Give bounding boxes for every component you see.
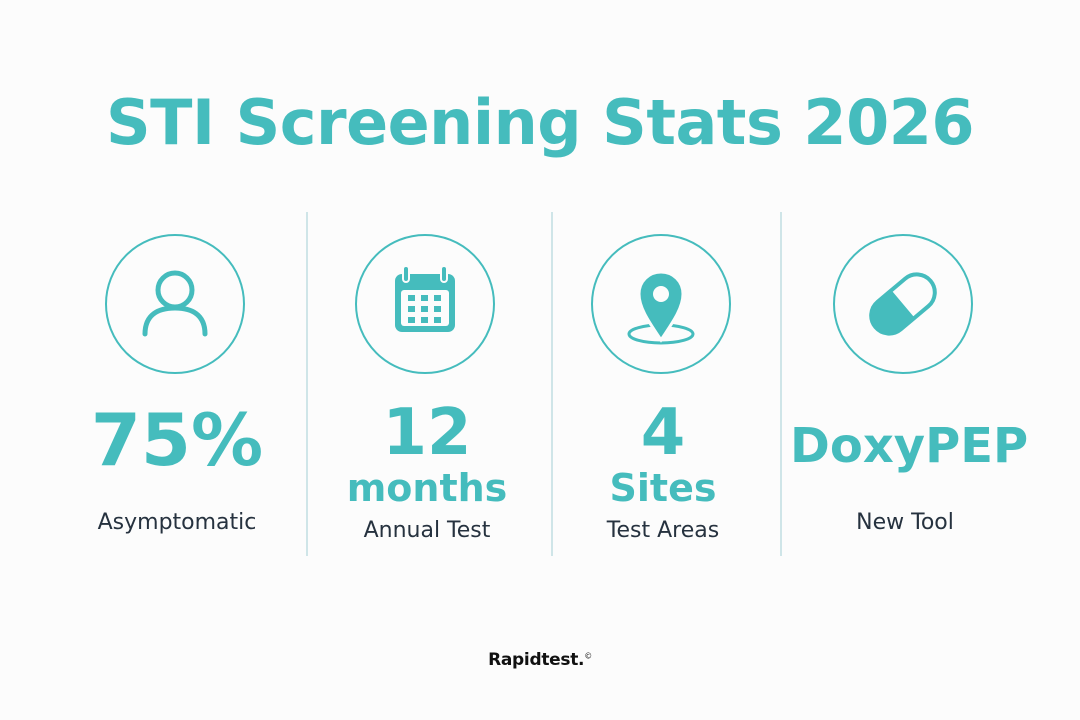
stat-value: 4 — [548, 396, 778, 470]
pill-capsule-icon-circle — [833, 234, 973, 374]
stat-label: Test Areas — [548, 518, 778, 543]
brand-name: Rapidtest. — [488, 650, 584, 670]
stat-label: Annual Test — [312, 518, 542, 543]
stat-label: New Tool — [790, 510, 1020, 535]
brand-logo: Rapidtest.© — [0, 650, 1080, 670]
location-pin-icon — [593, 236, 729, 372]
stat-card-new-tool: DoxyPEP New Tool — [790, 212, 1020, 556]
calendar-icon-circle — [355, 234, 495, 374]
stat-value: DoxyPEP — [790, 418, 1020, 474]
stat-value: 75% — [62, 398, 292, 482]
stat-card-asymptomatic: 75% Asymptomatic — [62, 212, 292, 556]
stat-unit: Sites — [548, 466, 778, 510]
stat-unit: months — [312, 466, 542, 510]
stat-value: 12 — [312, 396, 542, 470]
location-pin-icon-circle — [591, 234, 731, 374]
stat-card-test-areas: 4 Sites Test Areas — [548, 212, 778, 556]
column-divider — [306, 212, 308, 556]
person-icon-circle — [105, 234, 245, 374]
stat-label: Asymptomatic — [62, 510, 292, 535]
page-title: STI Screening Stats 2026 — [0, 86, 1080, 159]
copyright-mark: © — [584, 651, 592, 660]
calendar-icon — [357, 236, 493, 372]
column-divider — [780, 212, 782, 556]
stat-card-annual-test: 12 months Annual Test — [312, 212, 542, 556]
person-icon — [107, 236, 243, 372]
pill-capsule-icon — [835, 236, 971, 372]
